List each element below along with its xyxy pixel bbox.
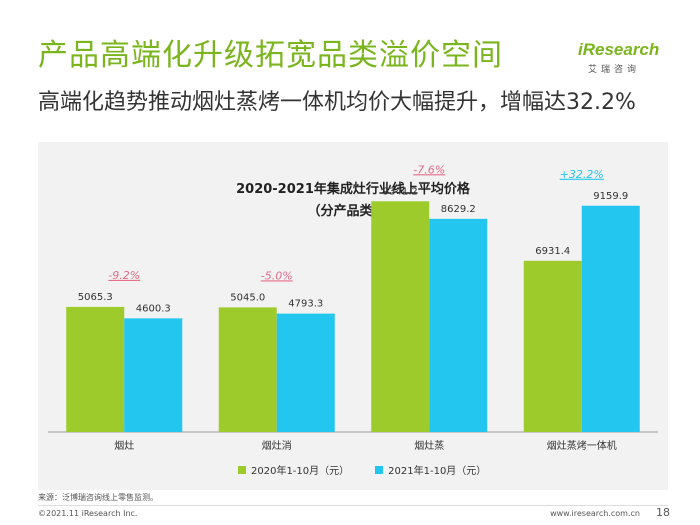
- iresearch-logo: iResearch 艾瑞咨询: [578, 40, 668, 86]
- value-label: 4793.3: [288, 299, 323, 310]
- bar-2020-2: [371, 201, 430, 432]
- legend-label-2021: 2021年1-10月（元）: [388, 466, 487, 477]
- copyright: ©2021.11 iResearch Inc.: [38, 509, 138, 518]
- legend-item-2020: 2020年1-10月（元）: [238, 462, 349, 477]
- value-label: 8629.2: [441, 204, 476, 215]
- chart-legend: 2020年1-10月（元） 2021年1-10月（元）: [238, 462, 486, 477]
- value-label: 6931.4: [535, 246, 570, 257]
- bar-2021-2: [429, 218, 488, 432]
- logo-wordmark: iResearch: [578, 40, 660, 59]
- legend-swatch-2020: [238, 465, 246, 474]
- source-note: 来源：泛博瑞咨询线上零售监测。: [38, 493, 158, 502]
- value-label: 5065.3: [78, 292, 113, 303]
- bar-2021-3: [581, 205, 640, 432]
- page-number: 18: [656, 506, 670, 519]
- chart-title: 2020-2021年集成灶行业线上平均价格: [236, 182, 470, 197]
- change-label: +32.2%: [560, 168, 604, 181]
- bar-2020-1: [218, 307, 277, 432]
- bar-2020-3: [523, 260, 582, 432]
- value-label: 9341.2: [383, 186, 418, 197]
- legend-label-2020: 2020年1-10月（元）: [251, 466, 350, 477]
- footer-divider: [38, 505, 668, 506]
- category-tick-label: 烟灶蒸: [414, 439, 444, 452]
- logo-cn-name: 艾瑞咨询: [588, 65, 641, 75]
- chart-panel: 2020-2021年集成灶行业线上平均价格 （分产品类型） 5065.3 4600…: [38, 142, 668, 490]
- change-label: -7.6%: [413, 163, 445, 176]
- bar-chart: 5065.3 4600.3 -9.2% 烟灶 5045.0 4793.3 -5.0% 烟灶消 9…: [48, 163, 658, 452]
- website-link[interactable]: www.iresearch.com.cn: [550, 509, 640, 518]
- legend-swatch-2021: [375, 465, 384, 474]
- change-label: -5.0%: [261, 269, 293, 282]
- value-label: 5045.0: [230, 292, 265, 303]
- bar-2021-0: [124, 318, 183, 432]
- slide-subtitle: 高端化趋势推动烟灶蒸烤一体机均价大幅提升，增幅达32.2%: [38, 90, 636, 115]
- category-tick-label: 烟灶蒸烤一体机: [547, 439, 617, 452]
- legend-item-2021: 2021年1-10月（元）: [375, 462, 486, 477]
- slide-title: 产品高端化升级拓宽品类溢价空间: [38, 38, 503, 73]
- bar-2021-1: [276, 313, 335, 432]
- value-label: 4600.3: [136, 303, 171, 314]
- value-label: 9159.9: [593, 191, 628, 202]
- category-tick-label: 烟灶: [114, 439, 134, 452]
- bar-2020-0: [66, 306, 125, 432]
- category-tick-label: 烟灶消: [262, 439, 292, 452]
- change-label: -9.2%: [108, 269, 140, 282]
